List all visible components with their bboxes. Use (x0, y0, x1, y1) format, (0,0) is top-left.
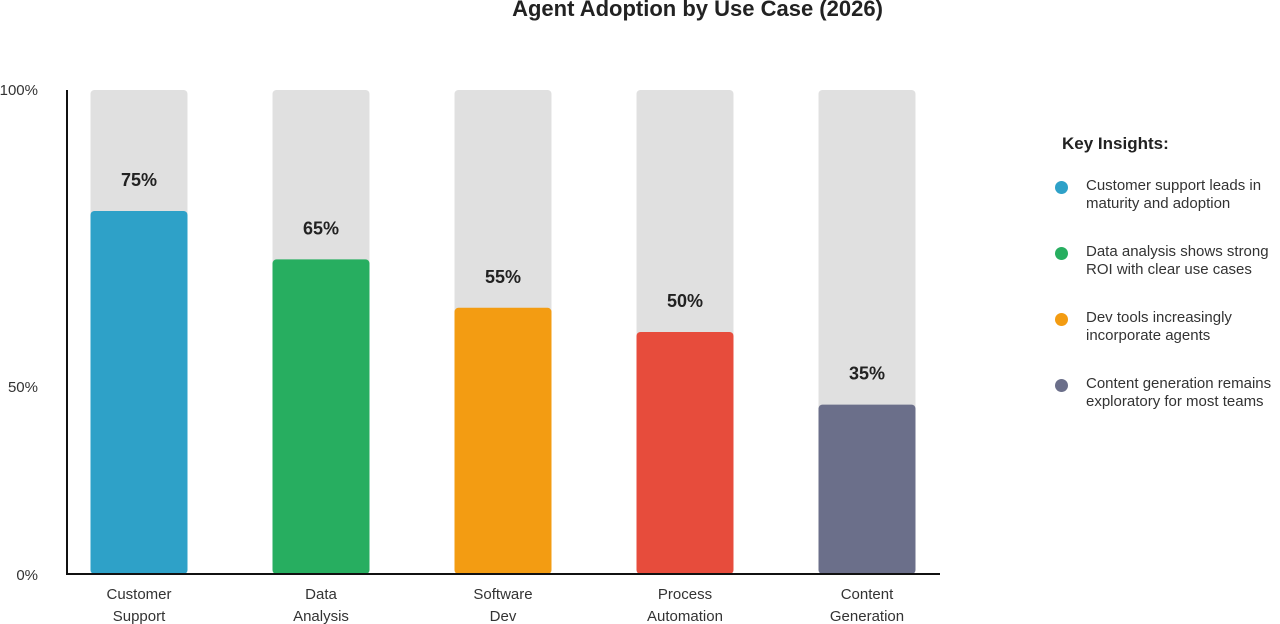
insight-item: Customer support leads in maturity and a… (1055, 177, 1280, 225)
x-tick-label: Analysis (293, 608, 349, 624)
bar-value-label: 55% (485, 267, 521, 287)
bar-chart: 75% Customer Support 65% Data Analysis 55% Soft… (0, 82, 940, 624)
bar (90, 211, 188, 574)
bullet-dot-icon (1055, 379, 1068, 392)
bullet-dot-icon (1055, 181, 1068, 194)
x-tick-label: Automation (647, 608, 723, 624)
key-insights-panel: Key Insights: Customer support leads in … (1055, 134, 1280, 423)
x-tick-label: Dev (490, 608, 517, 624)
y-tick-label: 100% (0, 82, 38, 99)
x-tick-label: Customer (106, 586, 171, 603)
x-tick-label: Data (305, 586, 337, 603)
bar-value-label: 50% (667, 291, 703, 311)
insight-item: Content generation remains exploratory f… (1055, 375, 1280, 423)
bar-value-label: 65% (303, 218, 339, 238)
bullet-dot-icon (1055, 247, 1068, 260)
insight-text: Customer support leads in maturity and a… (1086, 177, 1262, 212)
bar (272, 259, 370, 574)
y-tick-label: 0% (16, 567, 38, 584)
insights-heading: Key Insights: (1062, 134, 1169, 153)
x-tick-label: Content (841, 586, 894, 603)
x-tick-label: Process (658, 586, 712, 603)
insight-text: Dev tools increasingly incorporate agent… (1086, 309, 1232, 344)
x-tick-label: Software (473, 586, 532, 603)
x-tick-label: Support (113, 608, 166, 624)
x-tick-label: Generation (830, 608, 904, 624)
bar-value-label: 35% (849, 364, 885, 384)
y-tick-label: 50% (8, 379, 38, 396)
insight-text: Data analysis shows strong ROI with clea… (1086, 243, 1269, 278)
bar (636, 332, 734, 574)
bar-value-label: 75% (121, 170, 157, 190)
bar (818, 404, 916, 574)
insight-item: Dev tools increasingly incorporate agent… (1055, 309, 1280, 357)
bullet-dot-icon (1055, 313, 1068, 326)
insight-text: Content generation remains exploratory f… (1086, 375, 1272, 410)
chart-title: Agent Adoption by Use Case (2026) (512, 0, 883, 21)
insight-item: Data analysis shows strong ROI with clea… (1055, 243, 1280, 291)
bar (454, 307, 552, 574)
